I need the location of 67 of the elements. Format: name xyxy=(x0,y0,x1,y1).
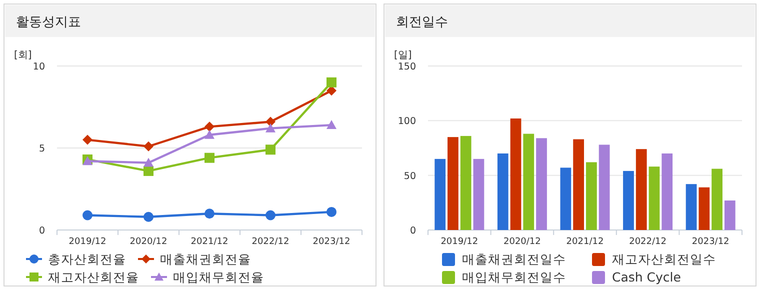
bar xyxy=(434,158,446,230)
y-axis-title: [일] xyxy=(394,50,412,61)
x-tick-label: 2021/12 xyxy=(566,237,604,247)
bar xyxy=(636,149,647,230)
bar xyxy=(623,170,634,230)
y-tick-label: 150 xyxy=(398,62,416,72)
x-tick-label: 2021/12 xyxy=(190,237,228,247)
x-tick-label: 2022/12 xyxy=(252,237,290,247)
point xyxy=(266,210,276,220)
bar xyxy=(497,153,508,230)
bar xyxy=(586,162,597,230)
x-tick-label: 2023/12 xyxy=(312,237,350,247)
x-tick-label: 2019/12 xyxy=(68,237,106,247)
y-tick-label: 10 xyxy=(32,62,45,72)
point xyxy=(266,116,276,127)
bar xyxy=(536,138,547,230)
point xyxy=(82,134,92,145)
legend-label: 재고자산회전율 xyxy=(48,270,139,284)
legend-label: 매출채권회전율 xyxy=(160,252,251,266)
bar xyxy=(724,200,736,230)
bar xyxy=(648,166,660,230)
point xyxy=(144,158,154,167)
x-tick-label: 2020/12 xyxy=(130,237,168,247)
bar xyxy=(560,168,572,230)
point xyxy=(326,120,336,130)
point xyxy=(266,144,276,155)
point xyxy=(326,86,336,96)
legend-label: Cash Cycle xyxy=(612,270,682,284)
point xyxy=(144,212,154,222)
y-tick-label: 50 xyxy=(404,170,416,182)
bar xyxy=(460,136,472,230)
y-tick-label: 5 xyxy=(38,144,45,154)
x-tick-label: 2022/12 xyxy=(629,237,666,247)
y-tick-label: 100 xyxy=(398,116,416,128)
bar xyxy=(662,153,673,230)
legend-label: 재고자산회전일수 xyxy=(612,252,716,266)
point xyxy=(204,130,214,139)
bar xyxy=(698,187,710,230)
point xyxy=(204,152,214,163)
y-axis-title: [회] xyxy=(14,50,32,61)
point xyxy=(204,122,214,132)
point xyxy=(144,166,154,176)
bar xyxy=(573,139,584,230)
x-tick-label: 2020/12 xyxy=(504,237,541,247)
legend-label: 매입채무회전일수 xyxy=(462,270,566,284)
bar xyxy=(510,118,522,230)
x-tick-label: 2019/12 xyxy=(440,237,478,247)
y-tick-label: 0 xyxy=(38,226,45,236)
point xyxy=(144,141,154,152)
legend-label: 총자산회전율 xyxy=(48,252,126,266)
bar xyxy=(448,137,458,230)
bar xyxy=(598,144,610,230)
point xyxy=(82,210,92,220)
legend-label: 매입채무회전율 xyxy=(173,270,264,284)
x-tick-label: 2023/12 xyxy=(692,237,730,247)
point xyxy=(326,77,336,88)
point xyxy=(326,206,336,217)
point xyxy=(266,123,276,132)
point xyxy=(204,208,214,219)
chart-title: 회전일수 xyxy=(396,15,448,30)
legend-label: 매출채권회전일수 xyxy=(462,252,566,266)
chart-title: 활동성지표 xyxy=(16,15,81,30)
y-tick-label: 0 xyxy=(410,226,416,236)
bar xyxy=(686,184,697,230)
bar xyxy=(473,158,484,230)
bar xyxy=(523,134,534,230)
bar xyxy=(712,168,722,230)
